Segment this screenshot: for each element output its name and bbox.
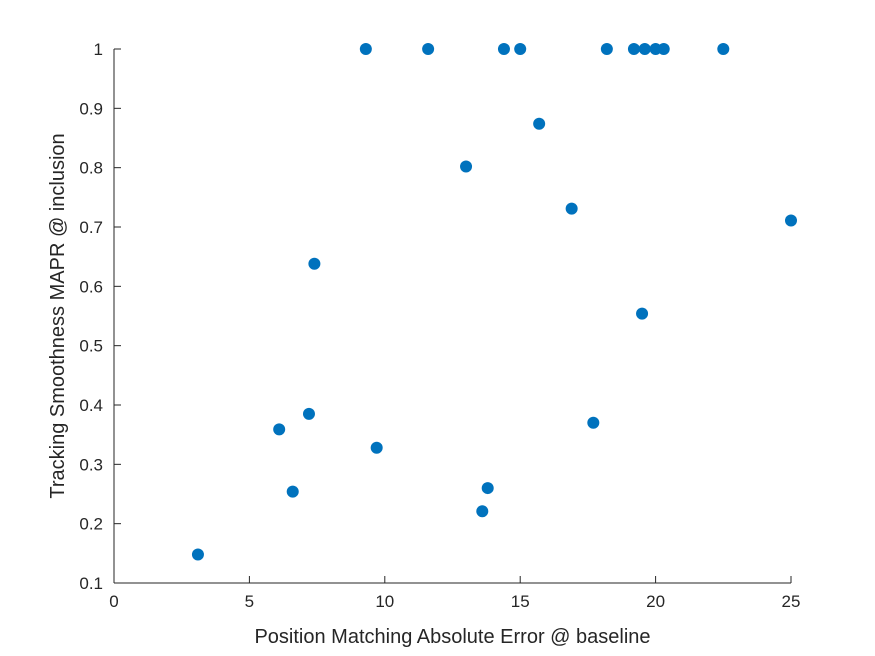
y-tick-label: 0.5 (79, 337, 103, 356)
x-tick-label: 5 (245, 592, 254, 611)
data-point (359, 43, 372, 55)
y-tick-label: 0.7 (79, 218, 103, 237)
y-tick-label: 0.1 (79, 574, 103, 593)
data-points (191, 43, 797, 561)
data-point (422, 43, 435, 55)
data-point (533, 117, 546, 130)
y-tick-label: 1 (94, 40, 103, 59)
data-point (636, 307, 649, 320)
y-tick-label: 0.9 (79, 99, 103, 118)
data-point (565, 202, 578, 215)
data-point (286, 485, 299, 498)
x-axis-label: Position Matching Absolute Error @ basel… (254, 626, 650, 648)
data-point (600, 43, 613, 55)
x-tick-label: 25 (782, 592, 801, 611)
x-tick-label: 0 (109, 592, 118, 611)
data-point (273, 423, 286, 436)
data-point (481, 482, 494, 495)
y-tick-label: 0.8 (79, 159, 103, 178)
y-tick-label: 0.6 (79, 277, 103, 296)
data-point (460, 160, 473, 173)
data-point (308, 257, 321, 270)
y-tick-label: 0.4 (79, 396, 103, 415)
data-point (717, 43, 730, 55)
x-tick-label: 10 (375, 592, 394, 611)
data-point (785, 214, 797, 227)
data-point (191, 548, 204, 561)
data-point (587, 416, 600, 429)
data-point (497, 43, 510, 55)
y-tick-label: 0.2 (79, 515, 103, 534)
x-tick-label: 20 (646, 592, 665, 611)
data-point (638, 43, 651, 55)
data-point (514, 43, 527, 55)
y-ticks: 0.1 0.2 0.3 0.4 0.5 0.6 0.7 0.8 0.9 1 (79, 40, 121, 593)
data-point (657, 43, 670, 55)
data-point (370, 441, 383, 454)
y-tick-label: 0.3 (79, 455, 103, 474)
data-point (476, 505, 489, 518)
y-axis-label: Tracking Smoothness MAPR @ inclusion (47, 133, 69, 498)
x-tick-label: 15 (511, 592, 530, 611)
data-point (302, 407, 315, 420)
data-point (627, 43, 640, 55)
x-ticks: 0 5 10 15 20 25 (109, 576, 800, 611)
axes (113, 49, 791, 584)
